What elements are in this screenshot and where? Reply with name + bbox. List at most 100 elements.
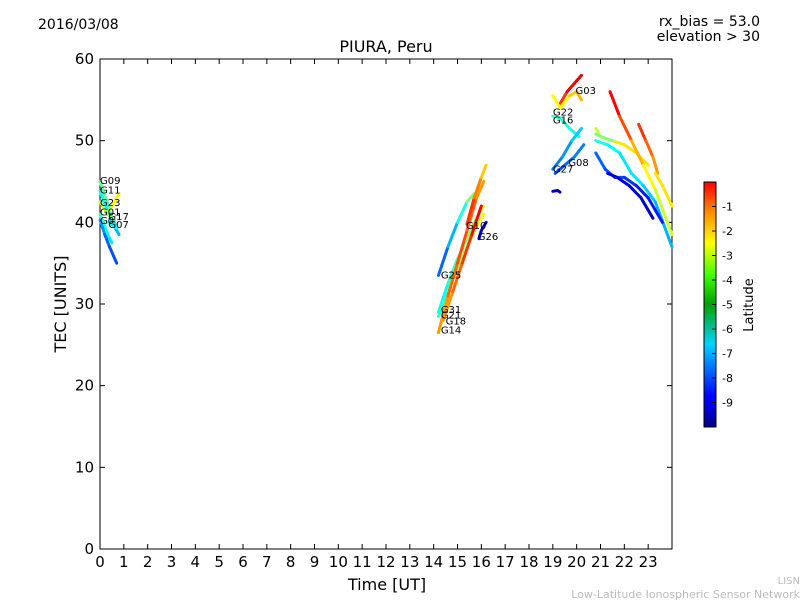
track-segment <box>436 294 450 335</box>
colorbar-tick-label: -9 <box>722 397 733 410</box>
track-segment <box>456 229 469 265</box>
satellite-label-g22: G22 <box>553 107 573 118</box>
satellite-track-g15 <box>594 132 614 143</box>
track-segment <box>660 184 674 208</box>
track-segment <box>610 139 626 147</box>
track-segment <box>570 126 583 143</box>
x-tick-label: 14 <box>424 553 443 571</box>
track-segment <box>475 180 486 200</box>
x-tick-label: 22 <box>615 553 634 571</box>
satellite-label-g08: G08 <box>568 158 588 169</box>
satellite-label-g01: G01 <box>100 208 120 219</box>
satellite-label-g25: G25 <box>441 271 461 282</box>
satellite-track-g08 <box>551 126 583 171</box>
track-segment <box>608 90 622 118</box>
track-segment <box>653 200 674 249</box>
track-segment <box>479 220 488 232</box>
satellite-track-g01 <box>98 212 114 245</box>
x-tick-label: 0 <box>95 553 105 571</box>
satellite-track-g30 <box>653 171 674 208</box>
track-segment <box>108 237 114 245</box>
satellite-label-g21: G21 <box>441 311 461 322</box>
footer-lisn: LISN <box>777 576 800 587</box>
satellite-track-g26 <box>477 220 488 241</box>
rx-bias-label: rx_bias = 53.0 <box>658 14 760 30</box>
track-segment <box>606 143 622 155</box>
satellite-label-g23: G23 <box>100 198 120 209</box>
track-segment <box>103 233 112 249</box>
track-segment <box>560 139 574 159</box>
track-segment <box>618 151 633 175</box>
track-segment <box>594 139 610 147</box>
track-segment <box>110 223 119 230</box>
satellite-label-g03: G03 <box>575 86 595 97</box>
colorbar-label: Latitude <box>742 278 757 332</box>
satellite-track-g13 <box>637 122 660 175</box>
track-segment <box>98 218 107 237</box>
satellite-label-g16: G16 <box>553 115 573 126</box>
colorbar-tick-label: -3 <box>722 250 733 263</box>
track-segment <box>629 139 645 167</box>
track-segment <box>110 216 116 223</box>
x-axis-label: Time [UT] <box>347 575 426 594</box>
x-tick-label: 12 <box>376 553 395 571</box>
x-tick-label: 8 <box>286 553 296 571</box>
satellite-label-g17: G17 <box>108 212 128 223</box>
track-segment <box>441 290 455 322</box>
track-segment <box>475 212 486 228</box>
satellite-label-g0: G0 <box>100 216 114 227</box>
satellite-track-g14 <box>436 180 486 335</box>
track-segment <box>446 257 459 286</box>
track-segment <box>639 196 655 220</box>
track-segment <box>465 192 476 204</box>
track-segment <box>465 196 476 226</box>
x-tick-label: 20 <box>567 553 586 571</box>
x-tick-label: 3 <box>167 553 177 571</box>
satellite-track-g22 <box>551 90 583 110</box>
track-segment <box>572 143 586 159</box>
satellite-label-g31: G31 <box>441 305 461 316</box>
track-segment <box>436 245 450 277</box>
track-segment <box>108 245 119 265</box>
track-segment <box>551 155 564 171</box>
satellite-label-g10: G10 <box>466 221 486 232</box>
track-segment <box>451 261 464 294</box>
track-segment <box>641 184 657 204</box>
satellite-track-g0 <box>98 218 119 265</box>
track-segment <box>556 188 562 194</box>
satellite-track-g25 <box>436 192 476 277</box>
track-segment <box>646 196 664 224</box>
satellite-track-g03 <box>558 73 583 106</box>
y-tick-label: 60 <box>75 50 94 68</box>
colorbar-tick-label: -4 <box>722 274 733 287</box>
x-tick-label: 5 <box>214 553 224 571</box>
track-segment <box>98 180 109 204</box>
track-segment <box>622 143 638 155</box>
track-segment <box>479 163 488 179</box>
track-segment <box>103 224 112 241</box>
plot-frame <box>99 58 673 550</box>
track-segment <box>651 155 660 175</box>
x-tick-label: 9 <box>310 553 320 571</box>
track-segment <box>472 175 483 200</box>
satellite-track-g02 <box>608 90 674 237</box>
satellite-track-g18 <box>441 204 483 322</box>
track-segment <box>460 233 474 265</box>
track-segment <box>627 184 643 200</box>
track-segment <box>629 171 645 188</box>
x-tick-label: 11 <box>353 553 372 571</box>
x-tick-label: 15 <box>448 553 467 571</box>
satellite-track-g19 <box>551 188 562 194</box>
track-segment <box>644 139 655 159</box>
colorbar-tick-label: -5 <box>722 299 733 312</box>
satellite-label-g27: G27 <box>553 164 573 175</box>
satellite-label-g26: G26 <box>478 232 498 243</box>
x-tick-label: 16 <box>472 553 491 571</box>
satellite-track-g10 <box>465 163 488 226</box>
track-segment <box>436 282 450 314</box>
colorbar-tick-label: -2 <box>722 225 733 238</box>
x-tick-label: 1 <box>119 553 129 571</box>
satellite-track-g07 <box>106 220 119 230</box>
track-segment <box>446 261 459 298</box>
